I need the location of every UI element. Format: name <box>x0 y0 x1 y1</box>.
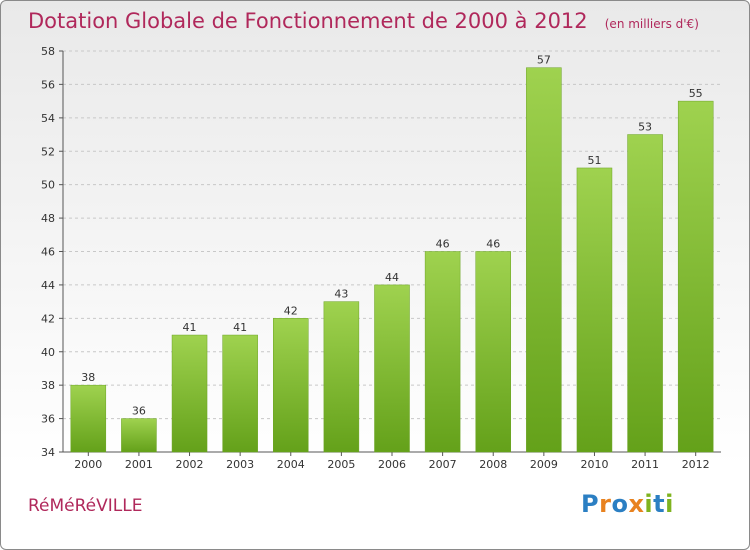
data-label-2010: 51 <box>587 154 601 167</box>
x-tick-label-2007: 2007 <box>429 458 457 471</box>
y-tick-label: 52 <box>41 145 55 158</box>
data-label-2008: 46 <box>486 238 500 251</box>
chart-title: Dotation Globale de Fonctionnement de 20… <box>28 9 699 33</box>
y-tick-label: 48 <box>41 212 55 225</box>
bar-2011 <box>627 134 663 453</box>
data-label-2012: 55 <box>689 87 703 100</box>
y-tick-label: 54 <box>41 112 55 125</box>
x-tick-label-2005: 2005 <box>327 458 355 471</box>
bars <box>70 67 714 453</box>
x-tick-label-2008: 2008 <box>479 458 507 471</box>
data-label-2006: 44 <box>385 271 399 284</box>
data-label-2004: 42 <box>284 304 298 317</box>
bar-2007 <box>424 251 461 453</box>
data-label-2002: 41 <box>183 321 197 334</box>
y-tick-label: 40 <box>41 346 55 359</box>
data-label-2011: 53 <box>638 121 652 134</box>
data-label-2005: 43 <box>334 288 348 301</box>
y-tick-label: 34 <box>41 446 55 459</box>
bar-2010 <box>576 167 613 453</box>
bar-2005 <box>323 301 360 453</box>
bar-2009 <box>526 67 562 453</box>
x-tick-label-2011: 2011 <box>631 458 659 471</box>
x-tick-label-2000: 2000 <box>74 458 102 471</box>
chart-title-main: Dotation Globale de Fonctionnement de 20… <box>28 9 588 33</box>
y-tick-label: 42 <box>41 312 55 325</box>
commune-name: RéMéRéVILLE <box>28 496 143 516</box>
bar-2004 <box>273 318 309 453</box>
x-tick-label-2010: 2010 <box>580 458 608 471</box>
x-tick-label-2001: 2001 <box>125 458 153 471</box>
data-label-2007: 46 <box>436 238 450 251</box>
x-tick-label-2012: 2012 <box>682 458 710 471</box>
bar-2002 <box>171 334 208 453</box>
bar-2012 <box>677 100 714 453</box>
data-label-2003: 41 <box>233 321 247 334</box>
y-tick-label: 58 <box>41 45 55 58</box>
x-tick-label-2004: 2004 <box>277 458 305 471</box>
bar-2001 <box>121 418 157 453</box>
x-tick-label-2009: 2009 <box>530 458 558 471</box>
data-label-2009: 57 <box>537 54 551 67</box>
data-label-2001: 36 <box>132 405 146 418</box>
chart-unit-note: (en milliers d'€) <box>604 17 699 31</box>
bar-2003 <box>222 334 258 453</box>
y-tick-label: 56 <box>41 78 55 91</box>
x-tick-label-2003: 2003 <box>226 458 254 471</box>
labels: 34 36 38 40 42 44 46 48 50 52 54 56 58 38 2000 36 2001 41… <box>41 45 710 471</box>
x-tick-label-2006: 2006 <box>378 458 406 471</box>
x-tick-label-2002: 2002 <box>176 458 204 471</box>
y-tick-label: 38 <box>41 379 55 392</box>
y-tick-label: 46 <box>41 246 55 259</box>
bar-2006 <box>374 284 410 453</box>
y-tick-label: 36 <box>41 413 55 426</box>
y-tick-label: 44 <box>41 279 55 292</box>
proxiti-logo: Proxiti <box>581 490 674 518</box>
data-label-2000: 38 <box>81 371 95 384</box>
y-tick-label: 50 <box>41 179 55 192</box>
bar-2008 <box>475 251 511 453</box>
bar-2000 <box>70 384 107 453</box>
